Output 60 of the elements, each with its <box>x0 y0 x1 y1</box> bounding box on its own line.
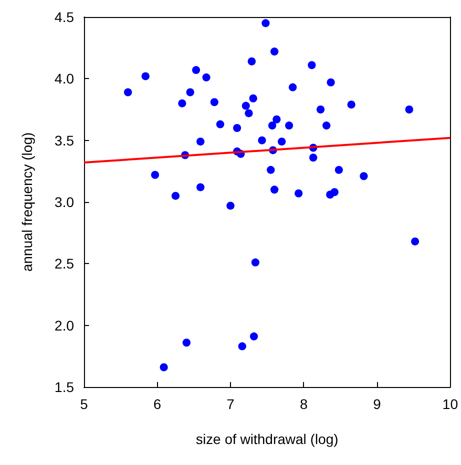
point <box>326 78 335 86</box>
point <box>242 102 250 110</box>
point <box>196 183 204 192</box>
point <box>160 363 168 372</box>
point <box>270 48 278 56</box>
y-tick-label: 3.0 <box>54 194 74 210</box>
x-tick-label: 10 <box>442 396 458 412</box>
point <box>272 115 281 124</box>
y-axis-title: annual frequency (log) <box>19 132 35 272</box>
point <box>172 192 180 200</box>
point <box>192 66 200 74</box>
point <box>250 332 258 340</box>
point <box>196 138 204 146</box>
y-tick-label: 4.5 <box>54 9 74 25</box>
point <box>270 186 278 194</box>
x-tick-label: 6 <box>153 396 162 412</box>
point <box>258 136 266 144</box>
x-axis-title: size of withdrawal (log) <box>196 431 338 447</box>
point <box>308 61 316 70</box>
point <box>182 338 191 347</box>
y-tick-label: 4.0 <box>54 70 74 87</box>
point <box>151 170 160 179</box>
y-tick-label: 2.0 <box>54 317 74 334</box>
y-tick-label: 3.5 <box>54 132 74 148</box>
point <box>285 122 294 130</box>
point <box>268 122 276 130</box>
point <box>226 202 234 210</box>
point <box>288 83 297 92</box>
x-tick-label: 9 <box>373 396 382 412</box>
point <box>238 342 246 350</box>
point <box>244 109 253 118</box>
point <box>186 88 194 96</box>
point <box>405 106 414 114</box>
point <box>309 154 318 162</box>
point <box>216 120 224 128</box>
point <box>124 88 132 96</box>
point <box>330 188 338 196</box>
point <box>322 122 330 130</box>
point <box>316 106 325 114</box>
point <box>248 57 256 66</box>
point <box>266 166 275 174</box>
point <box>278 138 286 146</box>
point <box>210 98 218 106</box>
point <box>262 19 270 28</box>
point <box>249 94 258 102</box>
x-tick-label: 7 <box>226 396 235 412</box>
point <box>347 100 356 109</box>
point <box>411 237 420 246</box>
y-tick-label: 2.5 <box>54 256 74 272</box>
point <box>360 172 368 180</box>
point <box>142 72 150 80</box>
point <box>251 258 260 266</box>
point <box>202 73 210 82</box>
point <box>178 99 186 108</box>
x-tick-label: 5 <box>80 396 88 412</box>
point <box>334 166 343 174</box>
point <box>294 189 303 198</box>
point <box>233 124 242 132</box>
x-tick-label: 8 <box>300 396 308 412</box>
y-tick-label: 1.5 <box>54 379 74 395</box>
